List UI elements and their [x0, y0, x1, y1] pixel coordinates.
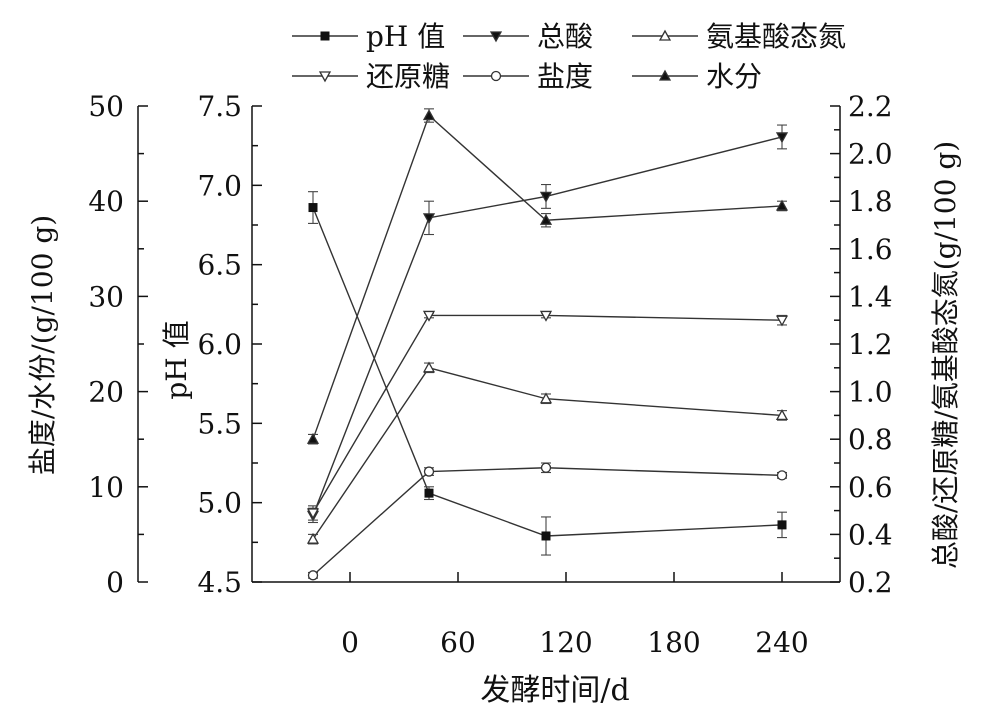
data-point — [775, 409, 789, 421]
data-point — [539, 310, 553, 322]
legend-label: 水分 — [706, 60, 762, 93]
data-point — [775, 315, 789, 327]
legend-marker — [658, 29, 672, 41]
legend-marker — [318, 71, 332, 83]
outer-left-tick-label: 30 — [88, 280, 124, 313]
axes-layer: 0 10 20 30 40 50 4.5 5.0 5.5 6.0 6.5 7.0 7.5 0.2 0.4 0.… — [88, 90, 892, 659]
series-0 — [308, 191, 787, 556]
ph-tick-label: 5.0 — [197, 487, 242, 520]
legend-item: 总酸 — [463, 20, 593, 53]
data-point — [423, 466, 435, 477]
data-point — [775, 132, 789, 144]
data-point — [775, 199, 789, 211]
series-layer — [306, 108, 789, 581]
legend-label: 还原糖 — [366, 60, 450, 93]
outer-left-tick-label: 0 — [106, 566, 124, 599]
y-axis-label-salt-moisture: 盐度/水份/(g/100 g) — [26, 215, 59, 475]
data-point — [306, 508, 320, 520]
data-point — [540, 462, 552, 473]
right-tick-label: 1.2 — [848, 328, 893, 361]
x-tick-label: 240 — [755, 626, 808, 659]
data-point — [424, 488, 434, 498]
series-3 — [306, 310, 789, 521]
series-5 — [306, 108, 789, 445]
ph-tick-label: 6.0 — [197, 328, 242, 361]
data-point — [422, 361, 436, 373]
legend-label: 盐度 — [537, 60, 593, 93]
data-point — [306, 432, 320, 444]
series-line — [312, 136, 783, 516]
outer-left-tick-label: 40 — [88, 185, 124, 218]
legend-item: 还原糖 — [292, 60, 450, 93]
data-point — [776, 470, 788, 481]
legend-marker — [658, 69, 672, 81]
legend-label: pH 值 — [366, 20, 445, 53]
right-tick-label: 1.4 — [848, 280, 893, 313]
series-line — [312, 366, 783, 540]
right-tick-label: 0.4 — [848, 518, 893, 551]
legend-marker — [320, 31, 330, 41]
data-point — [777, 520, 787, 530]
data-point — [422, 310, 436, 322]
right-tick-label: 0.2 — [848, 566, 893, 599]
right-tick-label: 1.0 — [848, 376, 893, 409]
data-point — [308, 203, 318, 213]
outer-left-tick-label: 10 — [88, 471, 124, 504]
ph-tick-label: 5.5 — [197, 407, 242, 440]
legend-label: 氨基酸态氮 — [706, 20, 846, 53]
right-tick-label: 0.6 — [848, 471, 893, 504]
outer-left-tick-label: 50 — [88, 90, 124, 123]
series-2 — [306, 361, 789, 545]
data-point — [539, 191, 553, 203]
right-tick-label: 1.8 — [848, 185, 893, 218]
right-tick-label: 2.2 — [848, 90, 893, 123]
data-point — [307, 570, 319, 581]
y-axis-label-ph: pH 值 — [160, 320, 193, 399]
x-tick-label: 120 — [539, 626, 592, 659]
y-axis-label-acid-sugar-nitrogen: 总酸/还原糖/氨基酸态氮(g/100 g) — [929, 141, 962, 569]
data-point — [422, 213, 436, 225]
data-point — [541, 531, 551, 541]
data-point — [422, 109, 436, 121]
legend-item: 水分 — [632, 60, 762, 93]
ph-tick-label: 7.0 — [197, 169, 242, 202]
ph-tick-label: 6.5 — [197, 249, 242, 282]
data-point — [539, 213, 553, 225]
legend-item: 氨基酸态氮 — [632, 20, 846, 53]
right-tick-label: 0.8 — [848, 423, 893, 456]
legend-marker — [489, 31, 503, 43]
outer-left-tick-label: 20 — [88, 376, 124, 409]
x-tick-label: 0 — [341, 626, 359, 659]
data-point — [306, 532, 320, 544]
legend-label: 总酸 — [537, 20, 593, 53]
ph-tick-label: 4.5 — [197, 566, 242, 599]
series-line — [312, 114, 783, 440]
series-4 — [307, 462, 788, 581]
x-tick-label: 60 — [440, 626, 476, 659]
ph-tick-label: 7.5 — [197, 90, 242, 123]
x-tick-label: 180 — [647, 626, 700, 659]
right-tick-label: 2.0 — [848, 138, 893, 171]
x-axis-label: 发酵时间/d — [480, 673, 629, 708]
series-line — [312, 467, 783, 576]
legend-item: 盐度 — [463, 60, 593, 93]
right-tick-label: 1.6 — [848, 233, 893, 266]
legend-item: pH 值 — [292, 20, 445, 53]
legend-marker — [490, 70, 502, 82]
series-line — [312, 314, 783, 514]
series-line — [312, 207, 783, 537]
data-point — [539, 392, 553, 404]
